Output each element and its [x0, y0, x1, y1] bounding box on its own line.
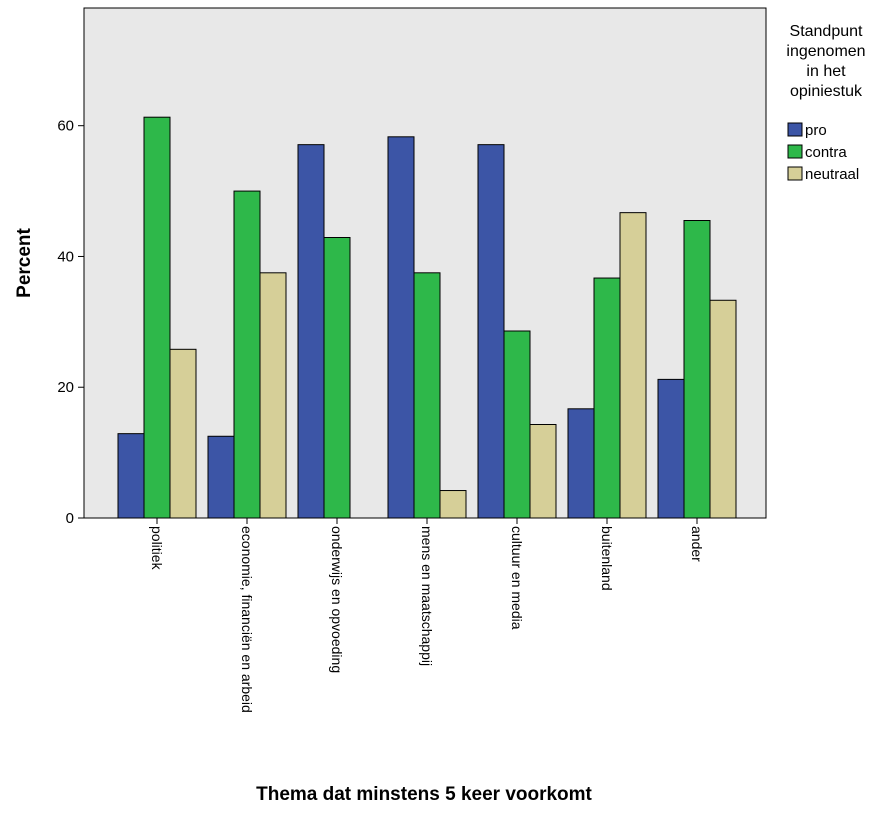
x-tick-label: politiek [149, 526, 165, 571]
x-tick-label: onderwijs en opvoeding [329, 526, 345, 673]
bar-pro-4 [477, 144, 505, 519]
bar-contra-6 [683, 220, 711, 519]
bar-contra-3 [413, 272, 441, 519]
bar-contra-2 [323, 237, 351, 519]
legend-title-line: in het [806, 63, 846, 80]
legend: Standpunt ingenomen in het opiniestuk pro con… [786, 23, 865, 183]
y-axis: 0 20 40 60 [57, 118, 84, 527]
bar-pro-2 [297, 144, 325, 519]
legend-swatch-neutraal [787, 166, 803, 181]
bar-neutraal-4 [529, 424, 557, 519]
bar-pro-0 [117, 433, 145, 519]
y-tick-label: 0 [66, 510, 74, 527]
bar-contra-5 [593, 277, 621, 519]
bar-neutraal-6 [709, 299, 737, 519]
x-tick-label: mens en maatschappij [419, 526, 435, 666]
legend-title-line: Standpunt [790, 23, 864, 40]
x-axis: politiek economie, financiën en arbeid ond… [149, 518, 705, 713]
bar-neutraal-1 [259, 272, 287, 519]
bar-contra-0 [143, 116, 171, 519]
x-axis-title: Thema dat minstens 5 keer voorkomt [256, 784, 592, 805]
legend-label-contra: contra [805, 144, 847, 161]
legend-title-line: ingenomen [786, 43, 865, 60]
bar-neutraal-5 [619, 212, 647, 519]
x-tick-label: ander [689, 526, 705, 562]
bar-pro-1 [207, 435, 235, 519]
bar-pro-5 [567, 408, 595, 519]
bar-neutraal-0 [169, 348, 197, 519]
bar-pro-6 [657, 378, 685, 519]
y-axis-title: Percent [14, 227, 35, 297]
y-tick-label: 40 [57, 248, 74, 265]
legend-title-line: opiniestuk [790, 83, 863, 100]
y-tick-label: 60 [57, 118, 74, 135]
bar-contra-1 [233, 190, 261, 519]
legend-label-pro: pro [805, 122, 827, 139]
x-tick-label: economie, financiën en arbeid [239, 526, 255, 713]
x-tick-label: buitenland [599, 526, 615, 591]
y-tick-label: 20 [57, 379, 74, 396]
bars-layer [117, 116, 737, 519]
legend-swatch-pro [787, 122, 803, 137]
x-tick-label: cultuur en media [509, 526, 525, 630]
bar-contra-4 [503, 330, 531, 519]
legend-swatch-contra [787, 144, 803, 159]
bar-neutraal-3 [439, 490, 467, 519]
legend-label-neutraal: neutraal [805, 166, 859, 183]
bar-pro-3 [387, 136, 415, 519]
